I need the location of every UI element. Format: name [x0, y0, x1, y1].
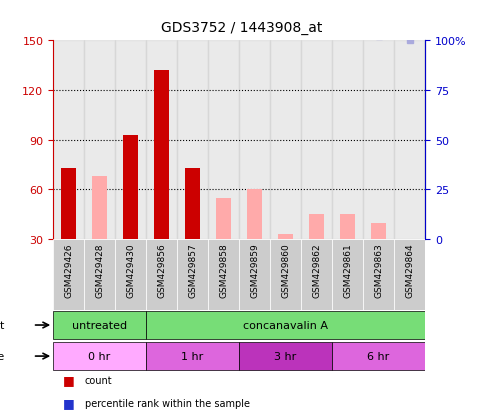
Bar	[309, 215, 324, 240]
Bar	[208, 240, 239, 310]
Text: GSM429860: GSM429860	[281, 243, 290, 298]
Text: GSM429430: GSM429430	[126, 243, 135, 297]
Text: 1 hr: 1 hr	[182, 351, 204, 361]
Text: percentile rank within the sample: percentile rank within the sample	[85, 398, 250, 408]
Bar	[53, 41, 84, 240]
Bar	[239, 240, 270, 310]
Bar	[146, 240, 177, 310]
Bar	[394, 240, 425, 310]
Bar	[115, 240, 146, 310]
Bar	[301, 240, 332, 310]
Text: concanavalin A: concanavalin A	[243, 320, 328, 330]
Bar	[61, 169, 76, 240]
Text: GSM429856: GSM429856	[157, 243, 166, 298]
Bar	[146, 342, 239, 370]
Bar	[332, 342, 425, 370]
Text: GSM429857: GSM429857	[188, 243, 197, 298]
Text: GSM429859: GSM429859	[250, 243, 259, 298]
Text: 6 hr: 6 hr	[368, 351, 390, 361]
Bar	[154, 71, 170, 240]
Bar	[146, 41, 177, 240]
Text: untreated: untreated	[72, 320, 127, 330]
Text: GSM429426: GSM429426	[64, 243, 73, 297]
Bar	[402, 240, 417, 243]
Bar	[185, 169, 200, 240]
Text: GSM429863: GSM429863	[374, 243, 383, 298]
Bar	[270, 240, 301, 310]
Text: ■: ■	[63, 396, 74, 409]
Text: GSM429858: GSM429858	[219, 243, 228, 298]
Bar	[115, 41, 146, 240]
Bar	[84, 41, 115, 240]
Bar	[53, 240, 84, 310]
Text: ■: ■	[63, 373, 74, 387]
Bar	[270, 41, 301, 240]
Text: GSM429864: GSM429864	[405, 243, 414, 297]
Bar	[216, 198, 231, 240]
Bar	[247, 190, 262, 240]
Bar	[92, 177, 107, 240]
Bar	[84, 240, 115, 310]
Bar	[177, 240, 208, 310]
Bar	[371, 223, 386, 240]
Bar	[146, 311, 425, 339]
Text: GSM429862: GSM429862	[312, 243, 321, 297]
Bar	[239, 41, 270, 240]
Text: 3 hr: 3 hr	[274, 351, 297, 361]
Bar	[53, 311, 146, 339]
Text: GDS3752 / 1443908_at: GDS3752 / 1443908_at	[161, 21, 322, 35]
Text: time: time	[0, 351, 5, 361]
Bar	[301, 41, 332, 240]
Bar	[363, 240, 394, 310]
Bar	[332, 240, 363, 310]
Bar	[123, 135, 138, 240]
Bar	[208, 41, 239, 240]
Bar	[177, 41, 208, 240]
Bar	[278, 235, 293, 240]
Bar	[239, 342, 332, 370]
Bar	[53, 342, 146, 370]
Text: GSM429861: GSM429861	[343, 243, 352, 298]
Bar	[332, 41, 363, 240]
Text: GSM429428: GSM429428	[95, 243, 104, 297]
Text: 0 hr: 0 hr	[88, 351, 111, 361]
Bar	[363, 41, 394, 240]
Bar	[340, 215, 355, 240]
Text: agent: agent	[0, 320, 5, 330]
Bar	[394, 41, 425, 240]
Text: count: count	[85, 375, 112, 385]
